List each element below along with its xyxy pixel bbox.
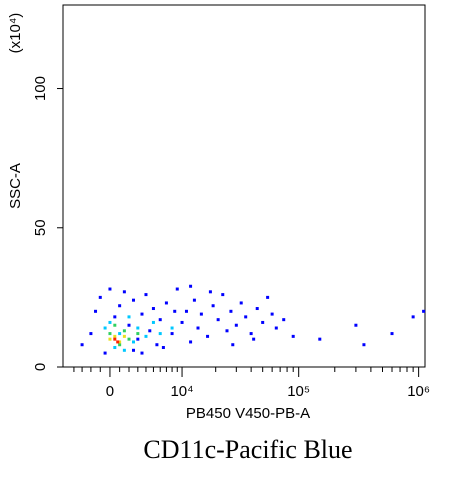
data-point (144, 334, 148, 338)
data-point (390, 332, 394, 336)
data-point (199, 312, 203, 316)
data-point (234, 323, 238, 327)
data-point (291, 334, 295, 338)
data-point (103, 326, 107, 330)
data-point (266, 295, 270, 299)
y-tick-label: 0 (32, 363, 49, 371)
data-point (113, 337, 117, 341)
data-point (151, 320, 155, 324)
data-point (144, 293, 148, 297)
data-point (282, 318, 286, 322)
plot-frame (62, 4, 426, 368)
data-point (211, 304, 215, 308)
data-point (108, 337, 112, 341)
data-point (221, 293, 225, 297)
data-point (270, 312, 274, 316)
x-tick-label: 10⁶ (407, 383, 430, 400)
data-point (131, 340, 135, 344)
y-tick-label: 50 (32, 219, 49, 236)
data-point (122, 290, 126, 294)
data-point (170, 326, 174, 330)
data-point (127, 323, 131, 327)
data-point (411, 315, 415, 319)
data-point (113, 315, 117, 319)
data-point (118, 332, 122, 336)
data-point (113, 323, 117, 327)
data-point (244, 315, 248, 319)
data-point (158, 332, 162, 336)
x-tick-label: 10⁴ (170, 383, 193, 400)
data-point (127, 337, 131, 341)
data-point (184, 309, 188, 313)
data-point (136, 326, 140, 330)
data-point (131, 348, 135, 352)
data-point (98, 295, 102, 299)
data-point (231, 343, 235, 347)
data-point (136, 337, 140, 341)
data-point (113, 346, 117, 350)
data-point (80, 343, 84, 347)
data-point (189, 340, 193, 344)
data-point (239, 301, 243, 305)
data-point (318, 337, 322, 341)
data-point (89, 332, 93, 336)
chart-title: CD11c-Pacific Blue (143, 435, 352, 464)
data-point (140, 351, 144, 355)
data-point (161, 346, 165, 350)
data-point (148, 329, 152, 333)
y-tick-label: 100 (32, 76, 49, 101)
y-multiplier: (x10⁴) (7, 13, 24, 54)
data-point (229, 309, 233, 313)
data-point (362, 343, 366, 347)
data-point (140, 312, 144, 316)
data-point (255, 307, 259, 311)
data-point (122, 329, 126, 333)
data-point (118, 343, 122, 347)
data-point (208, 290, 212, 294)
data-point (189, 284, 193, 288)
data-point (136, 332, 140, 336)
data-point (127, 315, 131, 319)
data-point (252, 337, 256, 341)
data-point (175, 287, 179, 291)
data-point (103, 351, 107, 355)
data-point (206, 334, 210, 338)
data-point (108, 320, 112, 324)
data-point (196, 326, 200, 330)
data-point (164, 301, 168, 305)
data-point (131, 298, 135, 302)
data-point (118, 340, 122, 344)
data-point (151, 307, 155, 311)
data-point (422, 309, 426, 313)
data-point (249, 332, 253, 336)
data-point (108, 332, 112, 336)
data-point (216, 318, 220, 322)
x-tick-label: 0 (106, 383, 114, 400)
y-axis-label: SSC-A (7, 163, 24, 209)
data-point (113, 334, 117, 338)
data-point (158, 318, 162, 322)
data-point (180, 320, 184, 324)
data-point (192, 298, 196, 302)
data-point (354, 323, 358, 327)
x-tick-label: 10⁵ (287, 383, 310, 400)
data-point (225, 329, 229, 333)
x-axis-label: PB450 V450-PB-A (186, 405, 310, 422)
data-point (170, 332, 174, 336)
data-point (108, 287, 112, 291)
data-point (94, 309, 98, 313)
data-point (116, 340, 120, 344)
data-point (274, 326, 278, 330)
data-point (122, 348, 126, 352)
data-point (173, 309, 177, 313)
data-point (118, 304, 122, 308)
data-point (261, 320, 265, 324)
data-point (155, 343, 159, 347)
data-point (122, 334, 126, 338)
